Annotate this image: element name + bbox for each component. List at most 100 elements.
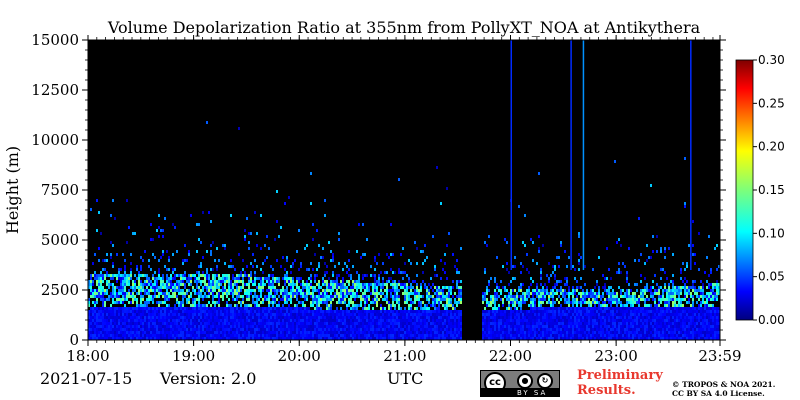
heatmap-cell (288, 310, 290, 313)
heatmap-cell (562, 325, 564, 328)
heatmap-cell (562, 319, 564, 322)
heatmap-cell (360, 283, 362, 286)
heatmap-cell (364, 295, 366, 298)
heatmap-cell (238, 322, 240, 325)
heatmap-cell (618, 238, 620, 241)
heatmap-cell (632, 310, 634, 313)
heatmap-cell (614, 313, 616, 316)
heatmap-cell (506, 241, 508, 244)
heatmap-cell (178, 319, 180, 322)
heatmap-cell (276, 298, 278, 301)
heatmap-cell (344, 286, 346, 289)
heatmap-cell (250, 334, 252, 337)
heatmap-cell (196, 310, 198, 313)
heatmap-cell (428, 322, 430, 325)
heatmap-cell (634, 325, 636, 328)
heatmap-cell (344, 322, 346, 325)
heatmap-cell (626, 325, 628, 328)
heatmap-cell (414, 298, 416, 301)
heatmap-cell (242, 268, 244, 271)
heatmap-cell (516, 337, 518, 340)
heatmap-cell (216, 337, 218, 340)
heatmap-cell (172, 223, 174, 226)
heatmap-cell (88, 319, 90, 322)
heatmap-cell (118, 331, 120, 334)
heatmap-cell (592, 301, 594, 304)
heatmap-cell (246, 289, 248, 292)
heatmap-cell (298, 319, 300, 322)
heatmap-cell (418, 298, 420, 301)
heatmap-cell (608, 310, 610, 313)
heatmap-cell (552, 325, 554, 328)
heatmap-cell (218, 259, 220, 262)
heatmap-cell (580, 307, 582, 310)
heatmap-cell (110, 274, 112, 277)
heatmap-cell (318, 316, 320, 319)
heatmap-cell (428, 316, 430, 319)
heatmap-cell (302, 304, 304, 307)
heatmap-cell (228, 265, 230, 268)
heatmap-cell (180, 313, 182, 316)
heatmap-cell (146, 319, 148, 322)
heatmap-cell (378, 325, 380, 328)
heatmap-cell (426, 298, 428, 301)
heatmap-cell (184, 319, 186, 322)
heatmap-cell (542, 313, 544, 316)
heatmap-cell (100, 307, 102, 310)
heatmap-cell (284, 295, 286, 298)
heatmap-cell (538, 322, 540, 325)
heatmap-cell (150, 289, 152, 292)
heatmap-cell (294, 325, 296, 328)
heatmap-cell (114, 217, 116, 220)
heatmap-cell (266, 310, 268, 313)
heatmap-cell (532, 334, 534, 337)
heatmap-cell (224, 331, 226, 334)
heatmap-cell (602, 307, 604, 310)
heatmap-cell (304, 310, 306, 313)
heatmap-cell (550, 289, 552, 292)
heatmap-cell (460, 322, 462, 325)
heatmap-cell (324, 328, 326, 331)
heatmap-cell (348, 304, 350, 307)
heatmap-cell (268, 274, 270, 277)
heatmap-cell (600, 319, 602, 322)
heatmap-cell (588, 292, 590, 295)
heatmap-cell (404, 262, 406, 265)
heatmap-cell (268, 331, 270, 334)
heatmap-cell (560, 331, 562, 334)
heatmap-cell (120, 283, 122, 286)
heatmap-cell (506, 337, 508, 340)
heatmap-cell (166, 250, 168, 253)
heatmap-cell (456, 322, 458, 325)
heatmap-cell (456, 334, 458, 337)
heatmap-cell (176, 250, 178, 253)
heatmap-cell (176, 331, 178, 334)
heatmap-cell (126, 298, 128, 301)
heatmap-cell (562, 322, 564, 325)
heatmap-cell (620, 292, 622, 295)
heatmap-cell (530, 277, 532, 280)
heatmap-cell (142, 259, 144, 262)
heatmap-cell (338, 301, 340, 304)
heatmap-cell (218, 307, 220, 310)
heatmap-cell (594, 295, 596, 298)
heatmap-cell (520, 271, 522, 274)
heatmap-cell (166, 307, 168, 310)
heatmap-cell (436, 325, 438, 328)
heatmap-cell (330, 289, 332, 292)
heatmap-cell (612, 313, 614, 316)
heatmap-cell (134, 313, 136, 316)
heatmap-cell (566, 265, 568, 268)
heatmap-cell (342, 292, 344, 295)
heatmap-cell (506, 289, 508, 292)
heatmap-cell (330, 304, 332, 307)
heatmap-cell (484, 298, 486, 301)
heatmap-cell (484, 313, 486, 316)
heatmap-cell (230, 313, 232, 316)
heatmap-cell (132, 289, 134, 292)
heatmap-cell (234, 277, 236, 280)
heatmap-cell (296, 322, 298, 325)
heatmap-cell (624, 337, 626, 340)
heatmap-cell (268, 283, 270, 286)
heatmap-cell (104, 337, 106, 340)
